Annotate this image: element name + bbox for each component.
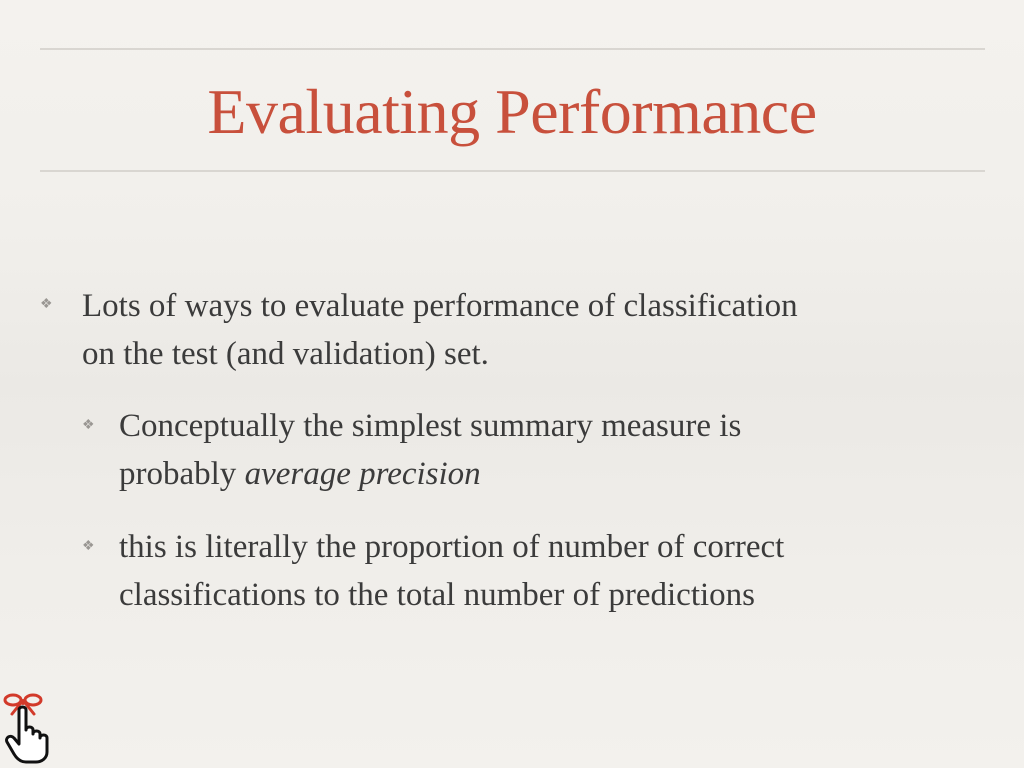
emphasis-text: average precision [244,456,481,492]
bullet-line: probably average precision [119,450,741,498]
bullet-marker-icon: ❖ [82,539,95,554]
bullet-text: this is literally the proportion of numb… [119,523,784,619]
bullet-marker-icon: ❖ [82,418,95,433]
bullet-line: on the test (and validation) set. [82,336,489,372]
hand-with-string-icon [3,693,49,764]
bullet-line: classifications to the total number of p… [119,577,756,613]
bullet-line: Conceptually the simplest summary measur… [119,408,742,444]
bullet-text: Conceptually the simplest summary measur… [119,402,741,498]
bullet-line: Lots of ways to evaluate performance of … [82,288,798,324]
slide-title: Evaluating Performance [207,76,817,147]
bullet-text: Lots of ways to evaluate performance of … [82,282,798,378]
top-divider [40,48,985,50]
bullet-text-prefix: probably [119,456,245,492]
bullet-line: this is literally the proportion of numb… [119,529,785,565]
bottom-divider [40,170,985,172]
bullet-marker-icon: ❖ [40,297,53,312]
